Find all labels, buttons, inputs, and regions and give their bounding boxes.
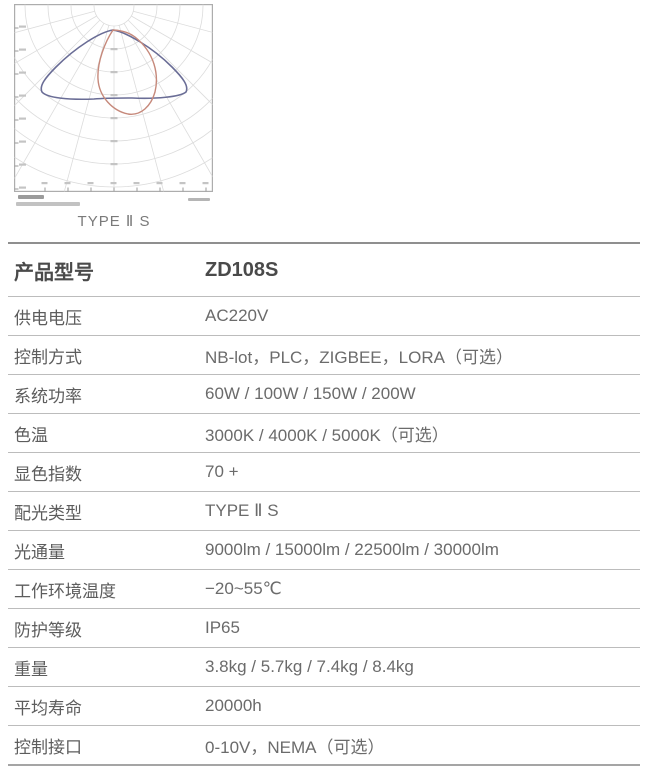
tick-label-smudges <box>19 25 209 189</box>
table-row: 重量 3.8kg / 5.7kg / 7.4kg / 8.4kg <box>8 648 640 687</box>
table-row: 供电电压 AC220V <box>8 297 640 336</box>
spec-value: 9000lm / 15000lm / 22500lm / 30000lm <box>205 540 499 559</box>
spec-value: 70 + <box>205 462 239 481</box>
photometric-diagram: TYPE Ⅱ S <box>14 4 214 230</box>
spec-value: ZD108S <box>205 258 279 281</box>
spec-label: 系统功率 <box>14 386 82 406</box>
fine-print-smudge <box>18 195 44 199</box>
table-row: 显色指数 70 + <box>8 453 640 492</box>
spec-label: 显色指数 <box>14 464 82 484</box>
fine-print-smudge <box>188 198 210 201</box>
spec-value: 3000K / 4000K / 5000K（可选） <box>205 425 449 445</box>
fine-print-smudge <box>16 202 80 206</box>
spec-value: AC220V <box>205 306 269 325</box>
table-row: 防护等级 IP65 <box>8 609 640 648</box>
spec-table: 产品型号 ZD108S 供电电压 AC220V 控制方式 NB-lot，PLC，… <box>8 242 640 766</box>
spec-label: 防护等级 <box>14 620 82 640</box>
table-row: 控制方式 NB-lot，PLC，ZIGBEE，LORA（可选） <box>8 336 640 375</box>
spec-value: IP65 <box>205 618 240 637</box>
table-row: 色温 3000K / 4000K / 5000K（可选） <box>8 414 640 453</box>
spec-label: 平均寿命 <box>14 698 82 718</box>
table-row: 光通量 9000lm / 15000lm / 22500lm / 30000lm <box>8 531 640 570</box>
spec-value: 20000h <box>205 696 262 715</box>
spec-value: TYPE Ⅱ S <box>205 501 279 520</box>
spec-label: 产品型号 <box>14 261 94 284</box>
polar-chart <box>14 4 213 192</box>
spec-label: 工作环境温度 <box>14 581 116 601</box>
spec-label: 控制方式 <box>14 347 82 367</box>
spec-label: 配光类型 <box>14 503 82 523</box>
spec-value: 3.8kg / 5.7kg / 7.4kg / 8.4kg <box>205 657 414 676</box>
curve-c0-red <box>97 29 158 115</box>
diagram-caption: TYPE Ⅱ S <box>77 213 151 230</box>
table-row: 工作环境温度 −20~55℃ <box>8 570 640 609</box>
spec-label: 控制接口 <box>14 737 82 757</box>
table-row: 系统功率 60W / 100W / 150W / 200W <box>8 375 640 414</box>
table-row: 产品型号 ZD108S <box>8 244 640 297</box>
table-row: 配光类型 TYPE Ⅱ S <box>8 492 640 531</box>
axis-ticks <box>14 27 207 192</box>
spec-value: NB-lot，PLC，ZIGBEE，LORA（可选） <box>205 347 513 367</box>
spec-label: 供电电压 <box>14 308 82 328</box>
intensity-curves <box>40 29 188 115</box>
table-row: 控制接口 0-10V，NEMA（可选） <box>8 726 640 764</box>
table-row: 平均寿命 20000h <box>8 687 640 726</box>
spec-value: −20~55℃ <box>205 579 282 598</box>
spec-label: 色温 <box>14 425 48 445</box>
curve-c90-blue <box>40 29 188 101</box>
spec-value: 60W / 100W / 150W / 200W <box>205 384 416 403</box>
spec-label: 重量 <box>14 659 48 679</box>
spec-label: 光通量 <box>14 542 65 562</box>
spec-value: 0-10V，NEMA（可选） <box>205 737 385 757</box>
